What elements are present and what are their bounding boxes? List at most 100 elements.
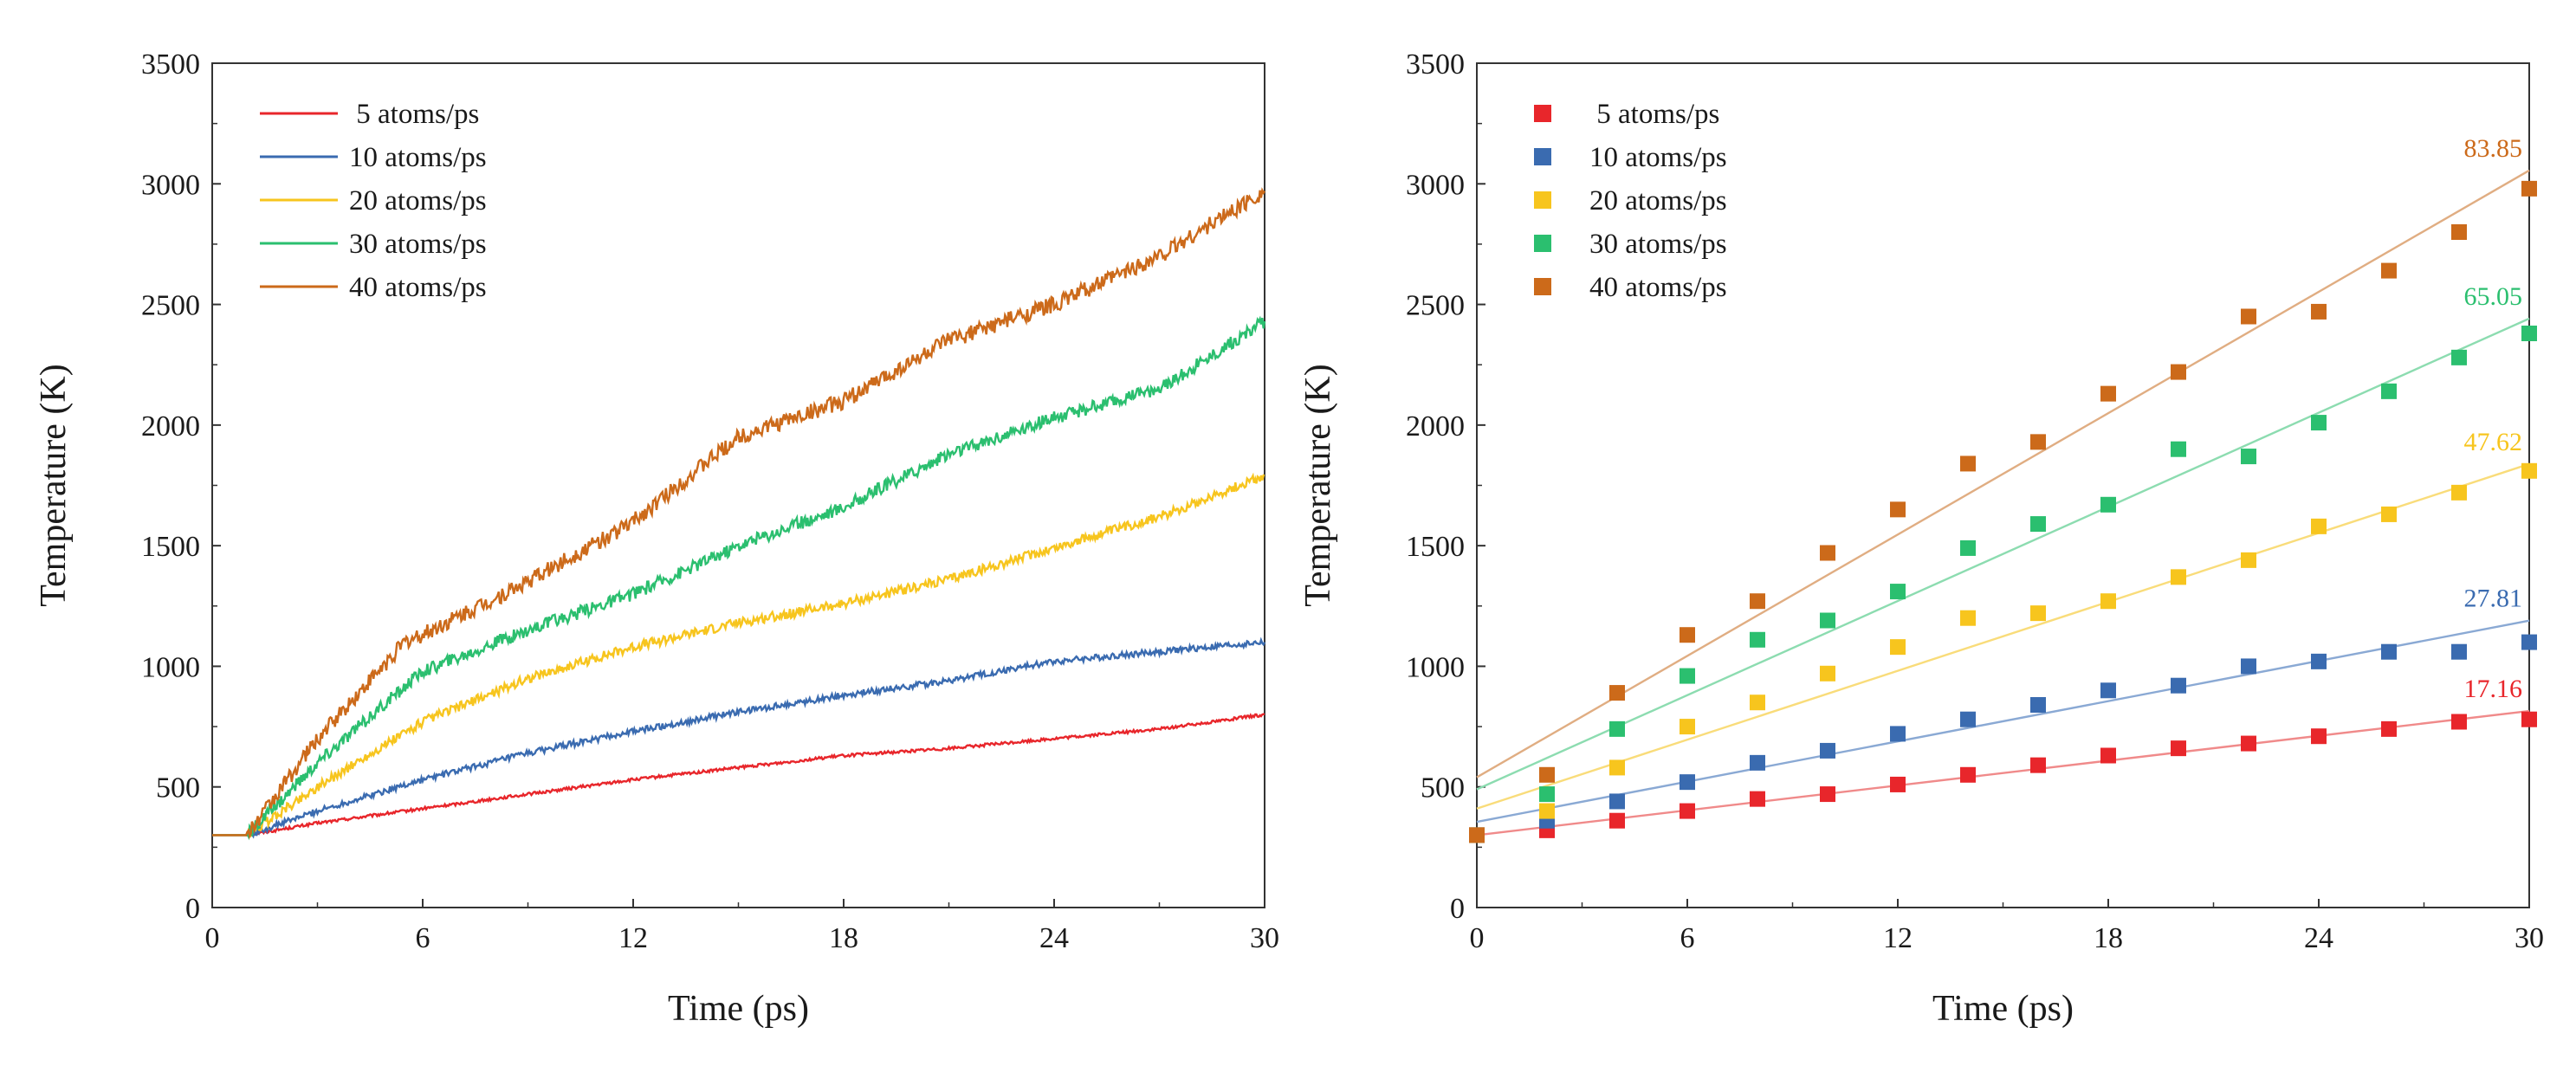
data-point — [1750, 631, 1765, 648]
legend-label: 20 atoms/ps — [349, 185, 487, 216]
data-point — [2100, 682, 2116, 699]
data-point — [1820, 545, 1835, 561]
data-point — [1750, 695, 1765, 711]
data-point — [2100, 593, 2116, 610]
data-point — [2171, 569, 2186, 585]
data-point — [1890, 639, 1906, 656]
y-tick-label: 2000 — [141, 410, 200, 443]
y-tick-label: 1500 — [141, 531, 200, 563]
legend-label: 30 atoms/ps — [349, 229, 487, 260]
slope-label-1: 17.16 — [2464, 675, 2523, 703]
x-axis-title: Time (ps) — [1932, 989, 2074, 1029]
data-point — [1680, 627, 1695, 643]
data-point — [1890, 501, 1906, 518]
data-point — [1820, 612, 1835, 629]
chart-panel-right: 0 6 12 18 24 30 0 500 1000 1500 2000 2500 3000 3500 Ti… — [1298, 48, 2544, 1029]
legend-swatch — [1534, 278, 1551, 295]
data-point — [1890, 726, 1906, 742]
series-line-1 — [212, 713, 1265, 837]
data-point — [1820, 665, 1835, 682]
data-point — [1750, 754, 1765, 771]
legend-label: 10 atoms/ps — [349, 142, 487, 173]
y-tick-label: 0 — [185, 893, 200, 925]
data-point — [2381, 720, 2397, 737]
y-tick-label: 3500 — [141, 48, 200, 81]
y-tick-label: 1500 — [1406, 531, 1465, 563]
fit-line-5 — [1476, 169, 2530, 779]
data-point — [1820, 786, 1835, 803]
x-tick-label: 24 — [2304, 922, 2333, 954]
data-point — [2311, 303, 2327, 320]
legend-label: 5 atoms/ps — [1589, 99, 1719, 130]
data-point — [2381, 383, 2397, 399]
slope-label-4: 65.05 — [2464, 282, 2523, 311]
x-tick-label: 0 — [1470, 922, 1485, 954]
data-point — [1890, 776, 1906, 792]
data-point — [2241, 735, 2256, 752]
data-point — [1960, 766, 1976, 783]
fit-line-1 — [1476, 709, 2530, 837]
data-point — [2030, 757, 2046, 773]
x-tick-label: 18 — [2094, 922, 2123, 954]
legend-label: 30 atoms/ps — [1589, 229, 1727, 260]
data-point — [1539, 766, 1555, 783]
x-tick-label: 0 — [205, 922, 220, 954]
series-line-5 — [212, 187, 1266, 840]
data-point — [1469, 827, 1485, 843]
x-tick-label: 30 — [2515, 922, 2544, 954]
legend-swatch — [1534, 235, 1551, 252]
data-point — [2171, 740, 2186, 757]
data-point — [2311, 415, 2327, 431]
data-point — [2451, 484, 2467, 501]
legend-swatch — [1534, 105, 1551, 122]
fit-line-4 — [1476, 317, 2530, 791]
data-point — [2241, 308, 2256, 325]
fit-line-2 — [1476, 619, 2530, 824]
data-point — [1960, 610, 1976, 626]
y-tick-label: 1000 — [1406, 651, 1465, 683]
y-tick-label: 2500 — [1406, 290, 1465, 322]
series-line-3 — [212, 472, 1265, 838]
data-point — [2451, 349, 2467, 365]
x-tick-label: 30 — [1250, 922, 1279, 954]
data-point — [2381, 506, 2397, 522]
data-point — [1960, 711, 1976, 727]
legend-swatch — [1534, 191, 1551, 209]
data-point — [1609, 685, 1625, 701]
x-tick-label: 6 — [1680, 922, 1695, 954]
y-tick-label: 2000 — [1406, 410, 1465, 443]
data-point — [1609, 720, 1625, 737]
series-line-4 — [212, 315, 1266, 841]
legend-swatch — [1534, 148, 1551, 165]
data-point — [2030, 605, 2046, 622]
data-point — [2381, 262, 2397, 279]
x-tick-label: 18 — [829, 922, 858, 954]
data-point — [2030, 697, 2046, 713]
series-line-2 — [212, 636, 1266, 839]
data-point — [2311, 653, 2327, 669]
data-point — [2521, 634, 2537, 650]
data-point — [1539, 786, 1555, 803]
y-tick-label: 2500 — [141, 290, 200, 322]
y-tick-label: 3000 — [1406, 169, 1465, 201]
y-tick-label: 3000 — [141, 169, 200, 201]
data-point — [1820, 742, 1835, 759]
legend-label: 40 atoms/ps — [349, 272, 487, 303]
data-point — [2100, 496, 2116, 513]
legend-label: 10 atoms/ps — [1589, 142, 1727, 173]
chart-panel-left: 0 6 12 18 24 30 0 500 1000 1500 2000 2500 3000 3500 Ti… — [34, 48, 1279, 1029]
data-point — [2241, 658, 2256, 675]
fit-line-3 — [1476, 462, 2530, 810]
legend-label: 20 atoms/ps — [1589, 185, 1727, 216]
legend-label: 5 atoms/ps — [349, 99, 479, 130]
data-point — [1750, 593, 1765, 610]
data-point — [2451, 224, 2467, 240]
data-point — [2171, 364, 2186, 380]
x-tick-label: 24 — [1039, 922, 1069, 954]
data-point — [1680, 719, 1695, 735]
data-point — [1890, 584, 1906, 600]
y-tick-label: 3500 — [1406, 48, 1465, 81]
legend-label: 40 atoms/ps — [1589, 272, 1727, 303]
data-point — [1750, 791, 1765, 807]
